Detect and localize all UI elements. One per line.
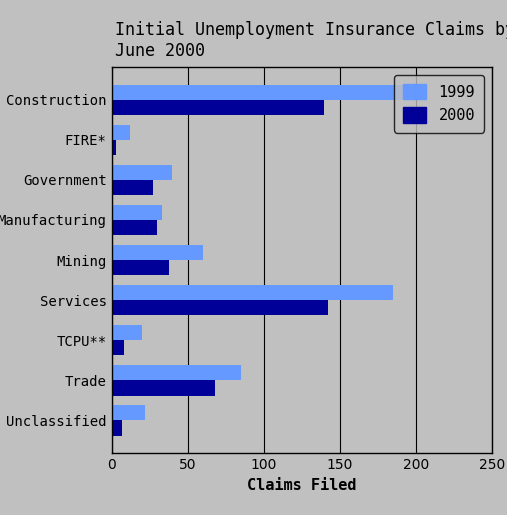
- Bar: [112, 165, 172, 180]
- Bar: [112, 325, 142, 340]
- Bar: [112, 365, 241, 380]
- Bar: [112, 245, 203, 260]
- Bar: [112, 380, 215, 396]
- Bar: [112, 300, 328, 315]
- Bar: [112, 205, 162, 220]
- Bar: [112, 100, 324, 115]
- X-axis label: Claims Filed: Claims Filed: [247, 477, 356, 493]
- Bar: [112, 285, 393, 300]
- Bar: [112, 420, 122, 436]
- Bar: [112, 125, 130, 140]
- Legend: 1999, 2000: 1999, 2000: [394, 75, 484, 132]
- Bar: [112, 84, 408, 100]
- Bar: [112, 340, 124, 355]
- Bar: [112, 140, 116, 155]
- Text: Initial Unemployment Insurance Claims by Major Industry
June 2000: Initial Unemployment Insurance Claims by…: [116, 21, 507, 60]
- Bar: [112, 180, 153, 195]
- Bar: [112, 260, 169, 276]
- Bar: [112, 220, 157, 235]
- Bar: [112, 405, 145, 420]
